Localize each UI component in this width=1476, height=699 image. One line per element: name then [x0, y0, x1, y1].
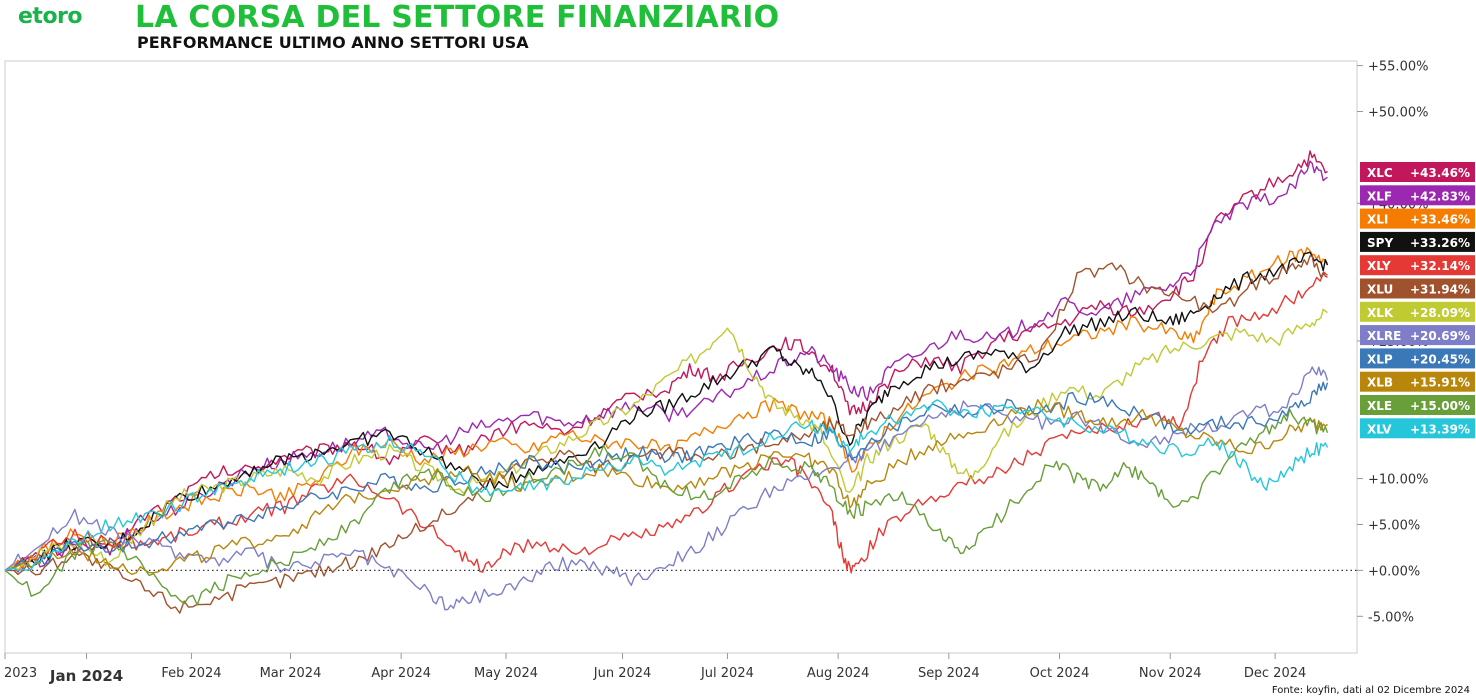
series-line-xlf	[4, 160, 1328, 572]
x-tick-label: Feb 2024	[161, 666, 221, 681]
x-tick-label: Jan 2024	[49, 667, 123, 685]
series-line-xle	[4, 408, 1329, 606]
badge-ticker: XLP	[1367, 352, 1393, 366]
legend-badges: XLC +43.46% XLF +42.83% XLI +33.46% SPY +33.26%…	[1360, 162, 1475, 439]
badge-xlf: XLF +42.83%	[1360, 185, 1475, 206]
chart-subtitle: PERFORMANCE ULTIMO ANNO SETTORI USA	[137, 33, 529, 52]
x-tick-label: Oct 2024	[1030, 666, 1090, 681]
badge-value: +33.46%	[1410, 213, 1470, 227]
series-line-xlb	[4, 399, 1328, 575]
x-axis: 2023 Jan 2024 Feb 2024 Mar 2024 Apr 2024 May …	[4, 653, 1306, 685]
x-tick-label: Apr 2024	[371, 666, 431, 681]
y-tick-label: +0.00%	[1368, 564, 1420, 579]
badge-value: +15.00%	[1410, 399, 1470, 413]
badge-xle: XLE +15.00%	[1360, 395, 1475, 415]
y-tick-label: +10.00%	[1368, 473, 1428, 488]
x-tick-label: Jun 2024	[593, 666, 652, 681]
badge-ticker: XLC	[1367, 166, 1393, 180]
badge-value: +13.39%	[1410, 422, 1470, 436]
series-line-spy	[4, 251, 1329, 572]
badge-ticker: XLI	[1367, 213, 1388, 227]
badge-value: +33.26%	[1410, 236, 1470, 250]
badge-ticker: XLU	[1367, 283, 1393, 297]
badge-value: +42.83%	[1410, 189, 1470, 203]
badge-background	[1360, 348, 1475, 369]
x-tick-label: Mar 2024	[260, 666, 322, 681]
badge-value: +20.69%	[1410, 329, 1470, 343]
badge-xli: XLI +33.46%	[1360, 208, 1475, 229]
y-tick-label: +55.00%	[1368, 60, 1428, 75]
x-tick-label: Nov 2024	[1139, 666, 1202, 681]
badge-xlp: XLP +20.45%	[1360, 348, 1475, 369]
badge-ticker: XLY	[1367, 259, 1391, 273]
source-note: Fonte: koyfin, dati al 02 Dicembre 2024	[1271, 685, 1470, 696]
badge-background	[1360, 325, 1475, 346]
series-group	[4, 150, 1329, 614]
y-tick-label: +50.00%	[1368, 105, 1428, 120]
x-tick-label: Aug 2024	[807, 666, 870, 681]
series-line-xli	[4, 246, 1329, 572]
badge-value: +43.46%	[1410, 166, 1470, 180]
badge-xlre: XLRE +20.69%	[1360, 325, 1475, 346]
plot-frame	[4, 60, 1358, 654]
badge-background	[1360, 208, 1475, 229]
chart-title: LA CORSA DEL SETTORE FINANZIARIO	[135, 0, 780, 35]
badge-value: +31.94%	[1410, 283, 1470, 297]
y-tick-label: -5.00%	[1368, 610, 1414, 625]
series-line-xlu	[5, 255, 1328, 614]
y-tick-label: +5.00%	[1368, 519, 1420, 534]
badge-background	[1360, 185, 1475, 206]
x-tick-label: 2023	[4, 666, 37, 681]
x-tick-label: Dec 2024	[1244, 666, 1306, 681]
badge-xlv: XLV +13.39%	[1360, 418, 1475, 439]
badge-spy: SPY +33.26%	[1360, 231, 1475, 252]
badge-ticker: XLRE	[1367, 329, 1401, 343]
badge-value: +32.14%	[1410, 259, 1470, 273]
badge-ticker: XLK	[1367, 306, 1394, 320]
badge-background	[1360, 371, 1475, 392]
badge-ticker: XLE	[1367, 399, 1392, 413]
badge-xlu: XLU +31.94%	[1360, 278, 1475, 299]
badge-xlk: XLK +28.09%	[1360, 301, 1475, 322]
badge-background	[1360, 301, 1475, 322]
series-line-xlre	[4, 366, 1329, 611]
badge-background	[1360, 278, 1475, 299]
badge-ticker: XLF	[1367, 189, 1392, 203]
x-tick-label: May 2024	[474, 666, 538, 681]
x-tick-label: Jul 2024	[700, 666, 754, 681]
badge-value: +20.45%	[1410, 352, 1470, 366]
badge-background	[1360, 255, 1475, 276]
badge-xlb: XLB +15.91%	[1360, 371, 1475, 392]
series-line-xlk	[4, 308, 1328, 572]
x-tick-label: Sep 2024	[918, 666, 980, 681]
badge-value: +28.09%	[1410, 306, 1470, 320]
badge-background	[1360, 162, 1475, 182]
badge-ticker: XLV	[1367, 422, 1392, 436]
badge-ticker: XLB	[1367, 376, 1393, 390]
badge-background	[1360, 231, 1475, 252]
badge-value: +15.91%	[1410, 376, 1470, 390]
etoro-logo: etoro	[18, 4, 83, 29]
badge-background	[1360, 395, 1475, 415]
badge-xlc: XLC +43.46%	[1360, 162, 1475, 182]
badge-background	[1360, 418, 1475, 439]
series-line-xlv	[4, 399, 1329, 572]
badge-ticker: SPY	[1367, 236, 1393, 250]
badge-xly: XLY +32.14%	[1360, 255, 1475, 276]
series-line-xlc	[4, 150, 1328, 573]
